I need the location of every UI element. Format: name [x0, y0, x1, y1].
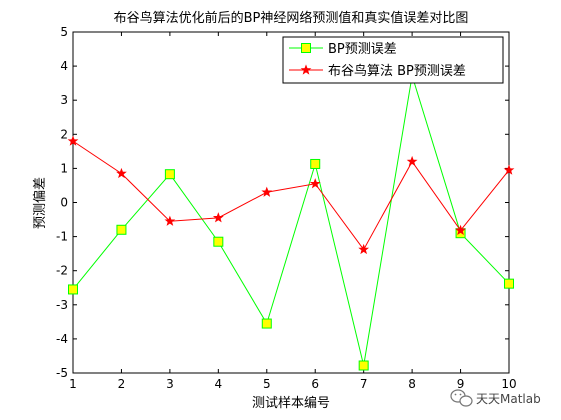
x-axis-label: 测试样本编号	[252, 396, 330, 411]
legend-box	[282, 36, 504, 84]
y-axis-label: 预测偏差	[33, 177, 48, 229]
wechat-icon	[450, 389, 473, 407]
legend-marker	[301, 43, 311, 53]
data-point	[261, 186, 273, 197]
data-point	[212, 212, 224, 223]
data-point	[68, 284, 78, 295]
y-tick-label: 2	[60, 127, 68, 141]
y-tick-label: -4	[56, 332, 68, 346]
x-tick-label: 3	[166, 377, 174, 391]
data-point	[503, 164, 515, 175]
data-point	[116, 167, 127, 179]
y-tick-label: 1	[60, 161, 68, 175]
legend-item: 布谷鸟算法 BP预测误差	[289, 63, 466, 79]
y-tick-label: 4	[60, 59, 68, 73]
data-point	[358, 243, 370, 255]
x-tick-label: 9	[457, 377, 465, 391]
data-point	[504, 278, 514, 289]
x-tick-label: 4	[215, 377, 223, 391]
data-point	[309, 178, 321, 189]
data-point	[358, 360, 369, 371]
legend-label: 布谷鸟算法 BP预测误差	[328, 63, 466, 79]
series-line	[72, 140, 510, 251]
x-tick-label: 10	[501, 377, 516, 391]
data-point	[310, 158, 321, 169]
series-line	[72, 75, 510, 366]
data-point	[261, 318, 272, 329]
legend-marker	[300, 64, 312, 75]
x-tick-label: 1	[69, 377, 77, 391]
series-layer	[67, 70, 515, 371]
y-tick-label: 3	[60, 93, 68, 107]
y-tick-label: 0	[60, 196, 68, 210]
axis-ticks: 1 2 3 4 5 6 7 8 9 10 -5 -4 -3 -2 -1 0 1 2 3 4 5	[56, 25, 517, 391]
y-tick-label: -5	[56, 366, 68, 380]
watermark: 天天Matlab	[450, 389, 541, 407]
data-point	[116, 224, 127, 235]
data-point	[164, 169, 175, 180]
x-tick-label: 8	[408, 377, 416, 391]
data-point	[213, 236, 224, 247]
chart-title: 布谷鸟算法优化前后的BP神经网络预测值和真实值误差对比图	[114, 10, 469, 26]
x-tick-label: 7	[360, 377, 368, 391]
x-tick-label: 5	[263, 377, 271, 391]
data-point	[455, 224, 466, 236]
y-tick-label: -3	[56, 298, 68, 312]
watermark-text: 天天Matlab	[476, 392, 541, 406]
x-tick-label: 6	[311, 377, 319, 391]
series-2	[67, 135, 515, 255]
data-point	[164, 215, 176, 226]
y-tick-label: -1	[56, 230, 68, 244]
data-point	[406, 155, 418, 167]
y-tick-label: -2	[56, 264, 68, 278]
x-tick-label: 2	[118, 377, 126, 391]
data-point	[67, 135, 79, 146]
legend-item: BP预测误差	[289, 42, 397, 57]
legend-label: BP预测误差	[328, 42, 397, 57]
y-tick-label: 5	[60, 25, 68, 39]
